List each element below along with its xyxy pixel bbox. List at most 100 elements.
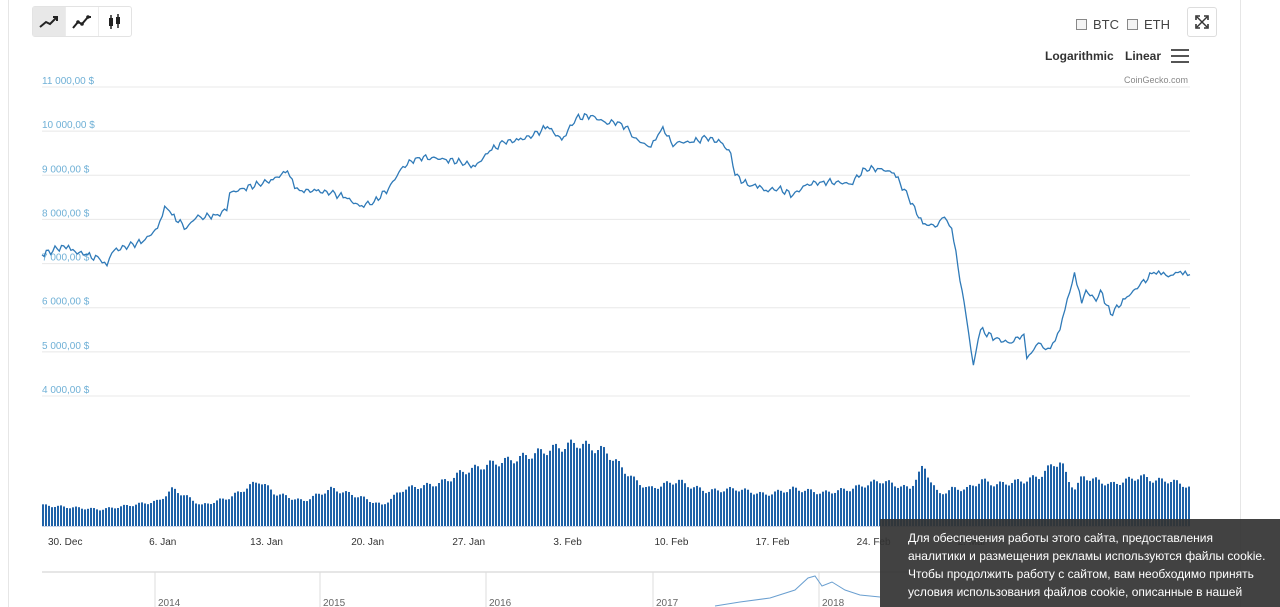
chart-frame-left [8,0,9,607]
volume-bar [549,450,551,526]
volume-bar [792,486,794,526]
volume-bar [798,490,800,526]
volume-bar [777,489,779,526]
volume-bar [612,460,614,526]
volume-bar [237,491,239,526]
credit-link[interactable]: CoinGecko.com [1124,75,1189,85]
volume-bar [705,493,707,526]
volume-bar [243,491,245,526]
volume-bar [489,460,491,526]
hamburger-icon[interactable] [1171,49,1189,63]
cookie-notice: Для обеспечения работы этого сайта, пред… [880,519,1280,607]
volume-bar [396,492,398,526]
volume-bar [579,448,581,526]
x-tick-label: 13. Jan [250,537,283,548]
volume-bar [465,474,467,526]
volume-bar [498,466,500,526]
volume-bar [609,459,611,526]
volume-bar [54,506,56,526]
volume-bar [732,488,734,526]
area-chart-button[interactable] [65,7,98,36]
volume-bar [528,458,530,526]
volume-bar [558,448,560,526]
area-chart-icon [72,14,91,29]
volume-bar [189,497,191,526]
cookie-notice-line: Чтобы продолжить работу с сайтом, вам не… [908,567,1254,581]
candlestick-chart-button[interactable] [98,7,131,36]
volume-bar [1014,479,1016,526]
volume-bar [729,486,731,526]
volume-bar [201,504,203,526]
volume-bar [414,486,416,526]
volume-bar [783,492,785,526]
volume-bar [1098,479,1100,526]
volume-bar [156,499,158,526]
volume-bar [96,509,98,526]
volume-bar [789,489,791,526]
volume-bar [921,465,923,526]
volume-bar [987,481,989,526]
volume-bar [678,479,680,526]
volume-bar [864,487,866,526]
volume-bar [165,496,167,526]
navigator-year-label: 2017 [656,598,679,607]
volume-bar [753,494,755,526]
volume-bar [759,491,761,526]
volume-bar [810,489,812,526]
volume-bar [837,490,839,526]
volume-bar [195,503,197,526]
volume-bar [138,502,140,526]
volume-bar [291,499,293,526]
volume-bar [576,447,578,526]
volume-bar [357,497,359,526]
volume-bar [1146,477,1148,526]
volume-bar [735,490,737,526]
y-tick-label: 11 000,00 $ [42,76,95,87]
volume-bar [471,467,473,526]
volume-bar [1074,489,1076,526]
volume-bar [552,444,554,526]
volume-bar [1167,483,1169,526]
volume-bar [177,493,179,526]
volume-bar [1035,476,1037,526]
volume-bar [132,506,134,526]
volume-bar [894,486,896,526]
volume-bar [585,440,587,526]
compare-btc-checkbox[interactable]: BTC [1076,17,1119,32]
volume-bar [126,504,128,526]
volume-bar [525,455,527,526]
volume-bar [714,488,716,526]
volume-bar [990,485,992,526]
volume-bar [636,480,638,526]
volume-bar [1071,487,1073,526]
fullscreen-button[interactable] [1187,7,1217,37]
line-chart-button[interactable] [33,7,65,36]
x-tick-label: 24. Feb [857,537,891,548]
volume-bar [45,504,47,526]
volume-bar [69,508,71,526]
compare-eth-checkbox[interactable]: ETH [1127,17,1170,32]
volume-bar [861,486,863,526]
checkbox-icon[interactable] [1127,19,1138,30]
volume-bar [495,464,497,526]
logarithmic-scale-button[interactable]: Logarithmic [1045,49,1114,63]
volume-bar [960,491,962,526]
volume-bar [84,509,86,526]
checkbox-icon[interactable] [1076,19,1087,30]
volume-bar [978,483,980,526]
volume-bar [570,439,572,526]
volume-bar [948,490,950,526]
volume-bar [462,471,464,526]
volume-bar [1065,471,1067,526]
linear-scale-button[interactable]: Linear [1125,49,1162,63]
volume-bar [654,487,656,526]
volume-bar [624,473,626,526]
volume-bar [957,489,959,526]
volume-bar [1053,466,1055,526]
volume-bar [297,498,299,526]
volume-bar [81,508,83,526]
expand-icon [1195,15,1209,29]
volume-bar [204,503,206,526]
volume-bar [1077,482,1079,526]
volume-bar [504,457,506,526]
